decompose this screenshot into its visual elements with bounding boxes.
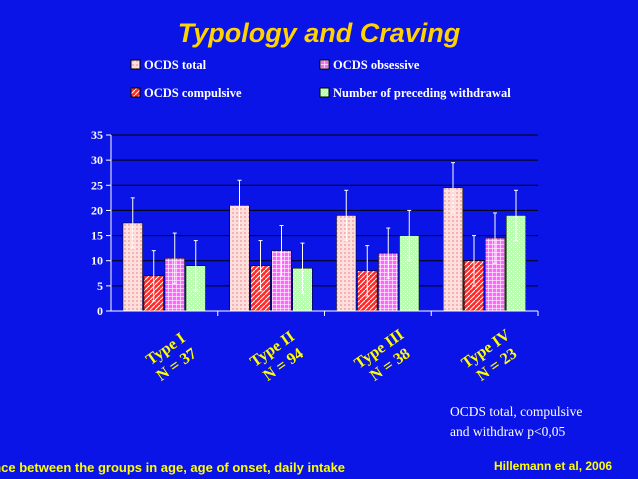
- significance-note: OCDS total, compulsive and withdraw p<0,…: [450, 402, 582, 442]
- citation: Hillemann et al, 2006: [494, 459, 613, 473]
- y-tick-label: 5: [97, 279, 103, 293]
- y-tick-label: 30: [91, 153, 103, 167]
- legend-swatch: [319, 59, 330, 70]
- y-tick-label: 10: [91, 254, 103, 268]
- x-tick-label: Type IVN = 23: [459, 326, 521, 384]
- x-tick-label: Type IN = 37: [143, 330, 200, 385]
- legend-label: OCDS total: [144, 58, 207, 72]
- bars-layer: [122, 162, 526, 312]
- note-line-2: and withdraw p<0,05: [450, 424, 566, 439]
- legend: OCDS total OCDS compulsive OCDS obsessive N…: [130, 58, 511, 100]
- note-line-1: OCDS total, compulsive: [450, 404, 583, 419]
- y-tick-label: 15: [91, 229, 103, 243]
- chart-title: Typology and Craving: [177, 18, 461, 48]
- legend-label: OCDS compulsive: [144, 86, 242, 100]
- y-tick-label: 35: [91, 128, 103, 142]
- y-tick-label: 25: [91, 178, 103, 192]
- legend-swatch: [130, 87, 141, 98]
- y-tick-label: 0: [97, 304, 103, 318]
- legend-label: Number of preceding withdrawal: [333, 86, 511, 100]
- legend-swatch: [319, 87, 330, 98]
- legend-swatch: [130, 59, 141, 70]
- axes: 0 5 10 15 20 25 30 35 Type IN = 37 Type IIN = 94 T…: [91, 128, 539, 385]
- legend-label: OCDS obsessive: [333, 58, 420, 72]
- x-tick-label: Type IIN = 94: [247, 328, 306, 385]
- footer-note: ence between the groups in age, age of o…: [0, 460, 346, 475]
- y-tick-label: 20: [91, 203, 103, 217]
